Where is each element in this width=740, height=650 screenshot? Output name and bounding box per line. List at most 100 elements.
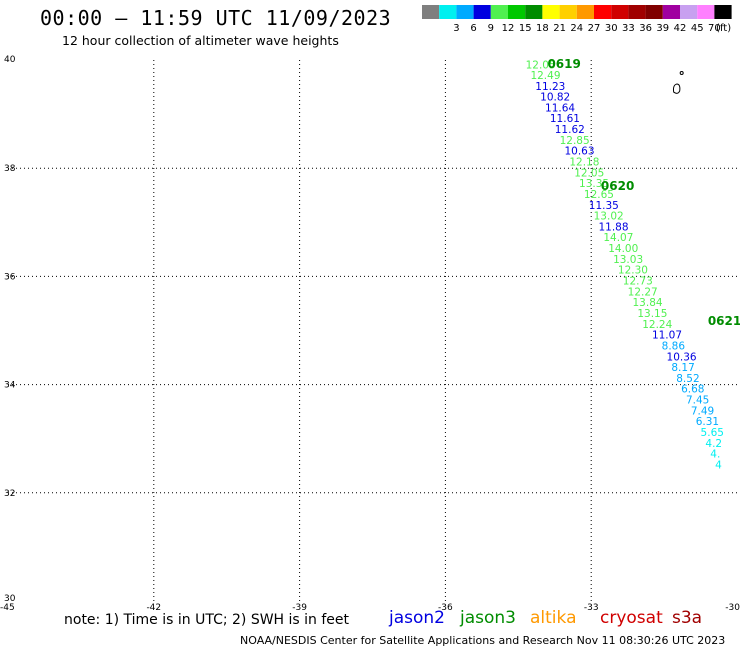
- colorbar-tick-label: 3: [453, 23, 459, 34]
- colorbar-tick-label: 39: [656, 23, 669, 34]
- colorbar-swatch: [611, 5, 629, 19]
- colorbar-swatch: [508, 5, 526, 19]
- colorbar-swatch: [473, 5, 491, 19]
- colorbar-swatch: [594, 5, 612, 19]
- colorbar-swatch: [576, 5, 594, 19]
- wave-height-value: 13.15: [637, 308, 667, 320]
- graticule: [8, 60, 737, 601]
- latitude-tick-label: 30: [4, 594, 16, 604]
- longitude-tick-label: -39: [292, 603, 307, 613]
- colorbar-swatch: [439, 5, 457, 19]
- wave-height-value: 13.03: [613, 254, 643, 266]
- wave-height-value: 13.02: [594, 211, 624, 223]
- page-subtitle: 12 hour collection of altimeter wave hei…: [62, 33, 339, 48]
- colorbar-tick-label: 15: [519, 23, 532, 34]
- colorbar-tick-label: 24: [570, 23, 583, 34]
- colorbar-tick-label: 36: [639, 23, 652, 34]
- wave-height-value: 11.88: [598, 221, 628, 233]
- page-title: 00:00 – 11:59 UTC 11/09/2023: [40, 6, 392, 30]
- wave-height-value: 14.00: [608, 243, 638, 255]
- wave-height-value: 4: [715, 459, 722, 471]
- longitude-tick-label: -42: [146, 603, 161, 613]
- wave-height-value: 12.05: [526, 60, 556, 72]
- latitude-tick-label: 40: [4, 55, 16, 65]
- longitude-tick-label: -33: [584, 603, 599, 613]
- wave-height-value: 11.23: [535, 81, 565, 93]
- colorbar-tick-label: 6: [470, 23, 476, 34]
- colorbar-swatch: [422, 5, 440, 19]
- wave-height-value: 6.31: [696, 416, 719, 428]
- colorbar-swatch: [714, 5, 732, 19]
- wave-height-value: 12.85: [560, 135, 590, 147]
- wave-height-value: 10.36: [667, 351, 697, 363]
- colorbar-tick-label: 27: [588, 23, 601, 34]
- wave-height-value: 8.52: [676, 373, 699, 385]
- colorbar-tick-label: 42: [674, 23, 687, 34]
- wave-height-value: 7.49: [691, 405, 714, 417]
- wave-height-value: 13.84: [633, 297, 663, 309]
- wave-height-value: 7.45: [686, 395, 709, 407]
- longitude-tick-label: -30: [725, 603, 740, 613]
- colorbar-swatch: [628, 5, 646, 19]
- satellite-legend-cryosat: cryosat: [600, 608, 663, 628]
- footer-note: note: 1) Time is in UTC; 2) SWH is in fe…: [64, 612, 350, 628]
- wave-height-value: 13.35: [579, 178, 609, 190]
- wave-height-value: 14.07: [603, 232, 633, 244]
- satellite-legend-jason2: jason2: [389, 608, 445, 628]
- wave-height-value: 4.: [710, 449, 720, 461]
- wave-height-value: 11.35: [589, 200, 619, 212]
- colorbar-swatch: [525, 5, 543, 19]
- colorbar-tick-label: 12: [502, 23, 515, 34]
- colorbar-swatch: [697, 5, 715, 19]
- satellite-legend-jason3: jason3: [460, 608, 516, 628]
- colorbar-tick-label: 30: [605, 23, 618, 34]
- latitude-tick-label: 38: [4, 164, 16, 174]
- wave-height-value: 12.65: [584, 189, 614, 201]
- latitude-tick-label: 34: [4, 381, 16, 391]
- wave-height-value: 8.86: [662, 340, 686, 352]
- colorbar-tick-label: 9: [488, 23, 494, 34]
- wave-height-value: 4.2: [705, 438, 722, 450]
- longitude-tick-label: -36: [438, 603, 453, 613]
- footer-credit: NOAA/NESDIS Center for Satellite Applica…: [240, 634, 726, 647]
- satellite-legend-altika: altika: [530, 608, 577, 628]
- wave-height-value: 11.07: [652, 330, 682, 342]
- colorbar-swatch: [490, 5, 508, 19]
- track-time-label: 0619: [547, 57, 580, 71]
- wave-height-value: 10.82: [540, 92, 570, 104]
- wave-height-value: 8.17: [671, 362, 694, 374]
- wave-height-track: 12.0512.4911.2310.8211.6411.6111.6212.85…: [526, 60, 724, 472]
- island-icon: [672, 71, 684, 94]
- wave-height-value: 12.18: [569, 156, 599, 168]
- colorbar-tick-label: 70: [708, 23, 721, 34]
- colorbar-swatch: [662, 5, 680, 19]
- wave-height-value: 5.65: [701, 427, 724, 439]
- colorbar-swatch: [542, 5, 560, 19]
- colorbar-tick-label: 45: [691, 23, 704, 34]
- wave-height-value: 6.68: [681, 384, 704, 396]
- wave-height-value: 12.30: [618, 265, 648, 277]
- colorbar-unit: (ft): [716, 23, 731, 34]
- wave-height-value: 12.49: [530, 70, 560, 82]
- colorbar-swatch: [456, 5, 474, 19]
- colorbar-swatch: [645, 5, 663, 19]
- wave-height-value: 11.64: [545, 102, 575, 114]
- colorbar-swatch: [559, 5, 577, 19]
- colorbar-tick-label: 33: [622, 23, 635, 34]
- wave-height-value: 12.05: [574, 167, 604, 179]
- wave-height-value: 11.61: [550, 113, 580, 125]
- wave-height-value: 10.63: [564, 146, 594, 158]
- longitude-tick-label: -45: [0, 603, 15, 613]
- colorbar-swatch: [680, 5, 698, 19]
- satellite-legend-s3a: s3a: [672, 608, 703, 628]
- colorbar-tick-label: 21: [553, 23, 566, 34]
- wave-height-value: 12.73: [623, 276, 653, 288]
- track-time-label: 0621: [708, 314, 740, 328]
- track-time-label: 0620: [601, 179, 634, 193]
- wave-height-value: 11.62: [555, 124, 585, 136]
- latitude-tick-label: 36: [4, 272, 16, 282]
- latitude-tick-label: 32: [4, 489, 15, 499]
- wave-height-value: 12.24: [642, 319, 672, 331]
- wave-height-value: 12.27: [628, 286, 658, 298]
